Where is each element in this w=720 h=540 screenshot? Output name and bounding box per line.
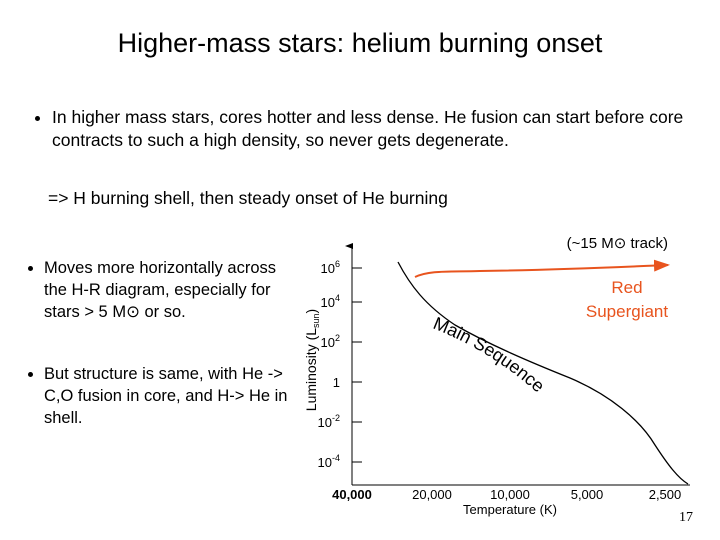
y-tick-exp: 4 — [335, 293, 340, 303]
y-axis-title: Luminosity (Lsun) — [303, 309, 321, 411]
y-tick-label: 102 — [321, 333, 340, 350]
side-bullet-list: Moves more horizontally across the H-R d… — [26, 257, 294, 469]
y-tick-base: 10 — [318, 415, 332, 430]
main-sequence-curve — [397, 261, 689, 485]
y-tick-base: 10 — [321, 261, 335, 276]
main-sequence-label: Main Sequence — [431, 313, 549, 396]
bullet-list: In higher mass stars, cores hotter and l… — [30, 106, 720, 152]
y-tick-exp: -4 — [332, 453, 340, 463]
main-sequence-label: Main Sequence — [431, 313, 549, 396]
x-tick-label: 20,000 — [412, 487, 452, 502]
x-tick-label: 5,000 — [571, 487, 604, 502]
slide-title: Higher-mass stars: helium burning onset — [117, 28, 603, 58]
slide-number: 17 — [679, 510, 693, 525]
y-tick-label: 10-2 — [318, 413, 340, 430]
y-axis-title-sub: sun — [311, 313, 321, 328]
track-label: (~15 M⊙ track) — [567, 235, 668, 252]
x-axis-title: Temperature (K) — [463, 502, 557, 517]
y-tick-label: 1 — [333, 375, 340, 390]
y-tick-exp: 6 — [335, 259, 340, 269]
bullet: In higher mass stars, cores hotter and l… — [52, 106, 720, 152]
y-tick-exp: -2 — [332, 413, 340, 423]
y-tick-label: 10-4 — [318, 453, 340, 470]
x-tick-label: 2,500 — [649, 487, 682, 502]
y-tick-exp: 2 — [335, 333, 340, 343]
y-tick-base: 10 — [321, 335, 335, 350]
supergiant-label: Red — [611, 278, 642, 297]
note: => H burning shell, then steady onset of… — [48, 188, 448, 208]
y-tick-base: 10 — [321, 295, 335, 310]
y-tick-base: 1 — [333, 375, 340, 390]
x-tick-label: 10,000 — [490, 487, 530, 502]
y-axis-title: ) — [303, 309, 319, 314]
y-tick-label: 106 — [321, 259, 340, 276]
supergiant-label: Supergiant — [586, 302, 669, 321]
bullet: But structure is same, with He -> C,O fu… — [44, 363, 294, 429]
x-tick-label: 40,000 — [332, 487, 372, 502]
y-tick-base: 10 — [318, 455, 332, 470]
y-tick-label: 104 — [321, 293, 340, 310]
bullet: Moves more horizontally across the H-R d… — [44, 257, 294, 323]
y-axis-title: Luminosity (L — [303, 328, 319, 411]
track — [414, 259, 670, 278]
